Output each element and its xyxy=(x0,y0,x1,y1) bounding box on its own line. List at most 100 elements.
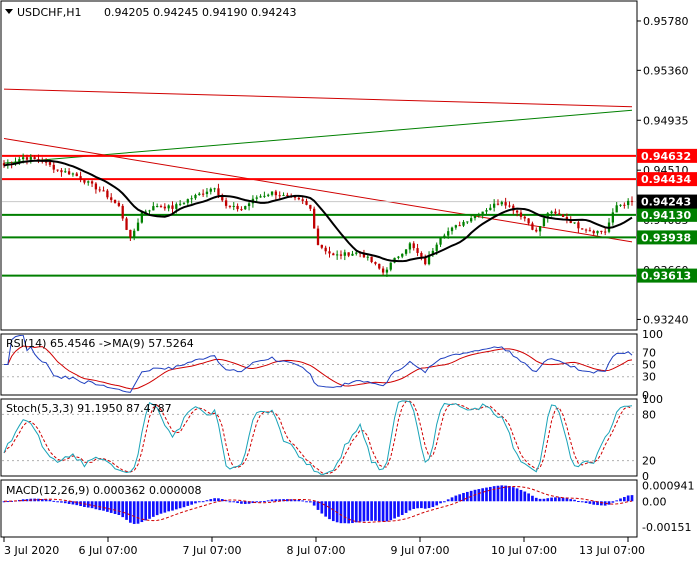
candle-body xyxy=(596,230,599,234)
candle xyxy=(623,202,626,209)
candle xyxy=(201,189,205,197)
macd-axis: 0.000941 0.00 -0.00151 xyxy=(642,479,695,534)
macd-histogram-bar xyxy=(232,501,236,503)
candle-body xyxy=(554,211,557,214)
candle-body xyxy=(611,212,615,223)
candle xyxy=(113,199,117,204)
candle xyxy=(236,203,239,212)
candle xyxy=(102,186,105,192)
candle-body xyxy=(71,173,75,175)
macd-histogram-bar xyxy=(240,501,243,504)
candle-body xyxy=(129,229,132,238)
candle-body xyxy=(316,228,320,245)
level-label-box xyxy=(637,172,697,187)
candle xyxy=(56,169,59,172)
macd-histogram-bar xyxy=(450,497,454,502)
candle xyxy=(454,224,458,230)
candle xyxy=(504,197,507,209)
collapse-triangle-icon[interactable] xyxy=(5,9,13,14)
macd-histogram-bar xyxy=(86,501,90,508)
candle-body xyxy=(619,204,622,206)
macd-histogram-bar xyxy=(397,501,400,517)
candle xyxy=(79,171,82,183)
macd-histogram-bar xyxy=(343,501,347,524)
macd-histogram-bar xyxy=(293,499,297,502)
candle xyxy=(75,171,78,177)
candle xyxy=(274,189,278,200)
macd-histogram-bar xyxy=(515,488,519,502)
candle xyxy=(182,202,186,205)
candle-body xyxy=(535,229,538,232)
macd-histogram-bar xyxy=(596,501,599,506)
macd-histogram-bar xyxy=(527,493,530,502)
stochastic-tick-label: 20 xyxy=(642,455,656,468)
candle xyxy=(481,211,484,219)
candle xyxy=(278,191,281,199)
candle-body xyxy=(581,228,584,230)
candle xyxy=(228,205,232,209)
stochastic-signal-line xyxy=(3,400,633,474)
macd-histogram-bar xyxy=(186,501,190,506)
level-label: 0.94434 xyxy=(641,173,691,186)
candle-body xyxy=(355,252,358,254)
candle-body xyxy=(286,194,289,196)
candle-body xyxy=(424,256,427,265)
candle-body xyxy=(190,198,193,200)
candle-body xyxy=(397,256,400,258)
candle xyxy=(561,213,565,218)
macd-histogram-bar xyxy=(152,501,155,517)
macd-histogram-bar xyxy=(400,501,404,516)
candle xyxy=(581,228,584,230)
current-price-box xyxy=(637,194,697,209)
candle xyxy=(156,203,159,208)
candle-body xyxy=(110,197,113,200)
candle-body xyxy=(60,170,63,173)
candle xyxy=(496,199,500,206)
candle xyxy=(129,229,132,242)
candle-body xyxy=(83,179,86,183)
candle-body xyxy=(209,188,212,192)
candle-body xyxy=(320,244,323,248)
candle xyxy=(133,228,136,241)
candle-body xyxy=(171,205,174,209)
macd-histogram-bar xyxy=(125,501,128,520)
candle-body xyxy=(232,205,235,207)
macd-histogram-bar xyxy=(557,497,561,502)
rsi-tick-label: 50 xyxy=(642,359,656,372)
macd-histogram-bar xyxy=(630,495,634,502)
candle xyxy=(627,198,630,209)
candle-body xyxy=(550,211,553,214)
macd-histogram-bar xyxy=(546,498,550,502)
candle xyxy=(259,194,262,198)
candle-body xyxy=(136,222,140,231)
macd-histogram-bar xyxy=(171,501,174,511)
rsi-label: RSI(14) 65.4546 ->MA(9) 57.5264 xyxy=(6,337,194,350)
macd-histogram-bar xyxy=(473,489,477,502)
candle xyxy=(519,209,523,220)
trendline-1 xyxy=(3,109,633,164)
time-tick-label: 9 Jul 07:00 xyxy=(391,544,450,557)
macd-histogram-bar xyxy=(163,501,167,513)
candle-body xyxy=(401,253,404,257)
candle-body xyxy=(627,200,630,206)
macd-histogram-bar xyxy=(75,501,79,506)
macd-histogram-bar xyxy=(454,495,458,502)
candle-body xyxy=(573,222,576,224)
macd-histogram-bar xyxy=(197,501,201,503)
candle-body xyxy=(496,203,500,205)
candle-body xyxy=(458,225,461,227)
candle xyxy=(94,182,98,194)
candle xyxy=(121,204,124,221)
macd-histogram-bar xyxy=(182,501,186,508)
candle xyxy=(305,198,308,206)
stochastic-tick-label: 80 xyxy=(642,408,656,421)
macd-histogram-bar xyxy=(278,499,282,502)
macd-histogram-bar xyxy=(435,501,439,506)
symbol-label: USDCHF,H1 xyxy=(17,6,82,19)
candle-body xyxy=(278,195,281,197)
macd-histogram-bar xyxy=(312,501,316,506)
candle xyxy=(431,247,435,257)
candle-body xyxy=(538,226,542,232)
